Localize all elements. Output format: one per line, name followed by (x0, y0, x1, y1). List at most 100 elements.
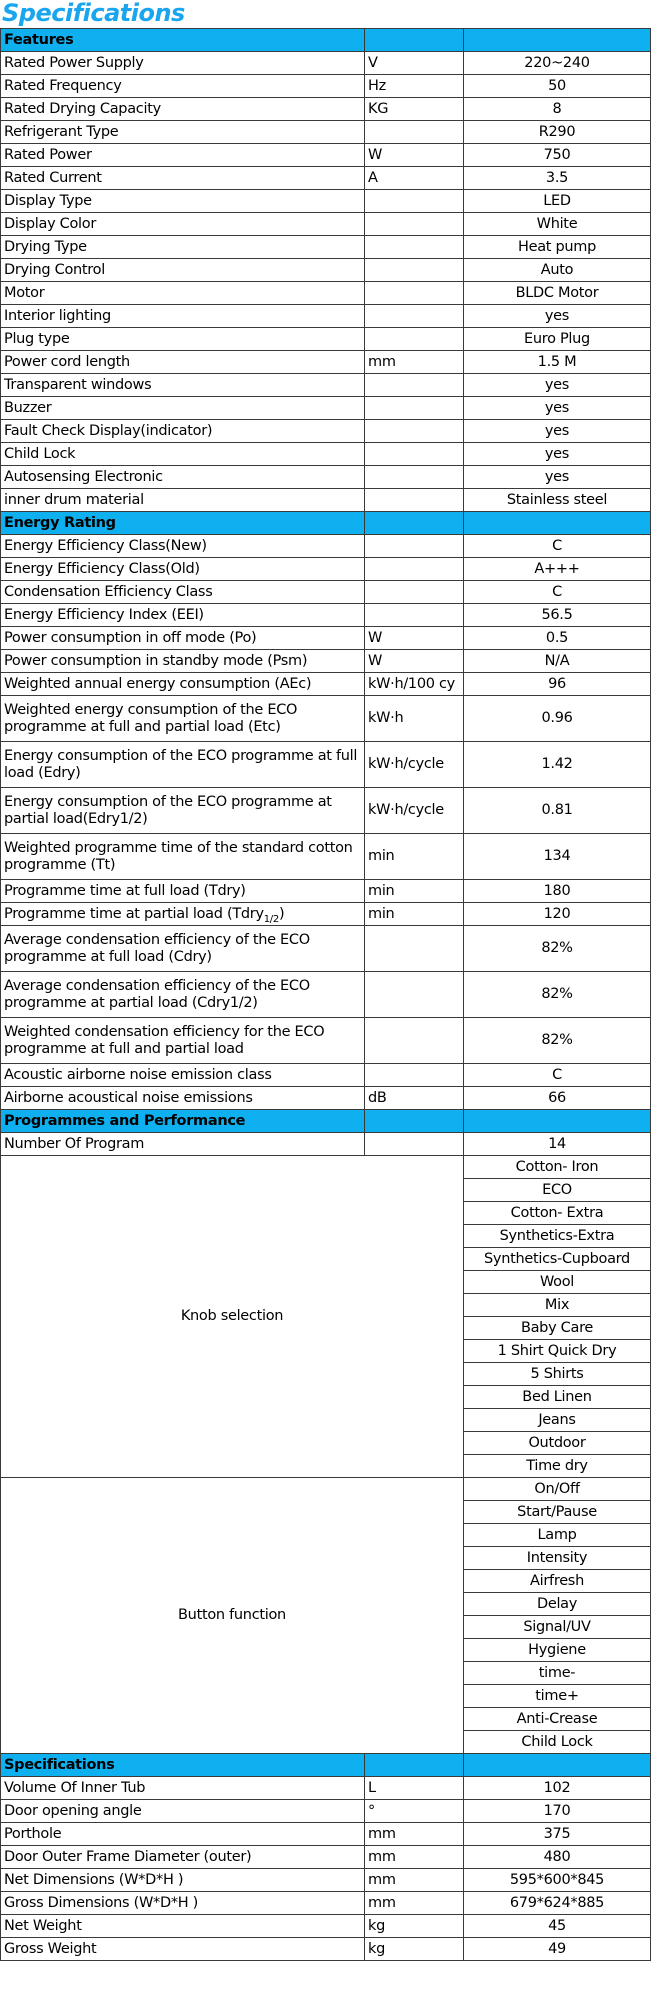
spec-parameter: Child Lock (0, 442, 365, 466)
spec-value: Auto (463, 258, 651, 282)
spec-unit: mm (364, 350, 464, 374)
knob-selection-label: Knob selection (0, 1155, 464, 1478)
spec-value: C (463, 534, 651, 558)
spec-parameter: Rated Frequency (0, 74, 365, 98)
section-blank-cell (463, 1753, 651, 1777)
spec-row: Rated Frequency Hz 50 (0, 74, 651, 98)
spec-parameter: Programme time at partial load (Tdry1/2) (0, 902, 365, 926)
spec-value: 49 (463, 1937, 651, 1961)
section-blank-cell (463, 511, 651, 535)
spec-parameter: Condensation Efficiency Class (0, 580, 365, 604)
spec-value: White (463, 212, 651, 236)
spec-row: Average condensation efficiency of the E… (0, 925, 651, 972)
spec-row: Programme time at partial load (Tdry1/2)… (0, 902, 651, 926)
knob-selection-item: Synthetics-Extra (463, 1224, 651, 1248)
spec-row: Refrigerant Type R290 (0, 120, 651, 144)
spec-unit: mm (364, 1868, 464, 1892)
spec-row: Child Lock yes (0, 442, 651, 466)
button-function-row: time- (1, 1661, 651, 1685)
spec-unit (364, 603, 464, 627)
section-heading: Programmes and Performance (0, 1109, 365, 1133)
spec-parameter: Power consumption in off mode (Po) (0, 626, 365, 650)
spec-row: Rated Power Supply V 220~240 (0, 51, 651, 75)
spec-value: Heat pump (463, 235, 651, 259)
spec-row: Average condensation efficiency of the E… (0, 971, 651, 1018)
section-header-row: Energy Rating (0, 511, 651, 535)
knob-selection-item: 1 Shirt Quick Dry (463, 1339, 651, 1363)
spec-parameter: Rated Drying Capacity (0, 97, 365, 121)
spec-value: 170 (463, 1799, 651, 1823)
spec-unit: L (364, 1776, 464, 1800)
spec-value: 134 (463, 833, 651, 880)
knob-selection-row: Jeans (1, 1408, 651, 1432)
spec-row: Buzzer yes (0, 396, 651, 420)
spec-value: 8 (463, 97, 651, 121)
spec-row: inner drum material Stainless steel (0, 488, 651, 512)
spec-unit (364, 557, 464, 581)
spec-row: Door opening angle ° 170 (0, 1799, 651, 1823)
spec-value: yes (463, 396, 651, 420)
spec-row: Weighted programme time of the standard … (0, 833, 651, 880)
button-function-item: Start/Pause (463, 1500, 651, 1524)
button-function-row: Hygiene (1, 1638, 651, 1662)
spec-value: 120 (463, 902, 651, 926)
knob-selection-item: Bed Linen (463, 1385, 651, 1409)
spec-unit: kW·h/cycle (364, 741, 464, 788)
spec-parameter: Transparent windows (0, 373, 365, 397)
spec-unit: A (364, 166, 464, 190)
spec-row: Motor BLDC Motor (0, 281, 651, 305)
spec-row: Plug type Euro Plug (0, 327, 651, 351)
spec-value: A+++ (463, 557, 651, 581)
spec-unit (364, 580, 464, 604)
spec-row: Weighted condensation efficiency for the… (0, 1017, 651, 1064)
spec-value: 14 (463, 1132, 651, 1156)
spec-unit (364, 373, 464, 397)
button-function-label: Button function (0, 1477, 464, 1754)
button-function-item: On/Off (463, 1477, 651, 1501)
spec-parameter: inner drum material (0, 488, 365, 512)
spec-value: BLDC Motor (463, 281, 651, 305)
spec-unit (364, 304, 464, 328)
spec-value: 0.96 (463, 695, 651, 742)
spec-parameter: Energy Efficiency Class(Old) (0, 557, 365, 581)
knob-selection-item: ECO (463, 1178, 651, 1202)
spec-unit (364, 534, 464, 558)
section-heading: Energy Rating (0, 511, 365, 535)
spec-row: Number Of Program 14 (0, 1132, 651, 1156)
spec-parameter: Airborne acoustical noise emissions (0, 1086, 365, 1110)
spec-row: Energy consumption of the ECO programme … (0, 741, 651, 788)
spec-parameter: Weighted condensation efficiency for the… (0, 1017, 365, 1064)
spec-value: 102 (463, 1776, 651, 1800)
spec-unit: mm (364, 1891, 464, 1915)
spec-value: 96 (463, 672, 651, 696)
knob-selection-row: 1 Shirt Quick Dry (1, 1339, 651, 1363)
spec-unit (364, 327, 464, 351)
spec-parameter: Gross Dimensions (W*D*H ) (0, 1891, 365, 1915)
spec-parameter: Average condensation efficiency of the E… (0, 925, 365, 972)
spec-value: 180 (463, 879, 651, 903)
knob-selection-item: Outdoor (463, 1431, 651, 1455)
spec-value: yes (463, 442, 651, 466)
spec-row: Power consumption in standby mode (Psm) W… (0, 649, 651, 673)
spec-parameter: Weighted programme time of the standard … (0, 833, 365, 880)
spec-parameter-subscript: 1/2 (263, 913, 280, 925)
spec-parameter: Fault Check Display(indicator) (0, 419, 365, 443)
spec-value: 3.5 (463, 166, 651, 190)
spec-unit: mm (364, 1822, 464, 1846)
button-function-item: Lamp (463, 1523, 651, 1547)
spec-parameter: Buzzer (0, 396, 365, 420)
spec-value: 66 (463, 1086, 651, 1110)
spec-table: Features Rated Power Supply V 220~240 Rated … (0, 28, 651, 1961)
spec-value: C (463, 1063, 651, 1087)
button-function-row: Intensity (1, 1546, 651, 1570)
knob-selection-row: Cotton- Extra (1, 1201, 651, 1225)
spec-value: 82% (463, 925, 651, 972)
spec-value: 50 (463, 74, 651, 98)
spec-unit (364, 212, 464, 236)
spec-unit (364, 189, 464, 213)
spec-row: Interior lighting yes (0, 304, 651, 328)
spec-unit: W (364, 626, 464, 650)
spec-unit (364, 1017, 464, 1064)
spec-unit (364, 258, 464, 282)
section-header-row: Specifications (0, 1753, 651, 1777)
